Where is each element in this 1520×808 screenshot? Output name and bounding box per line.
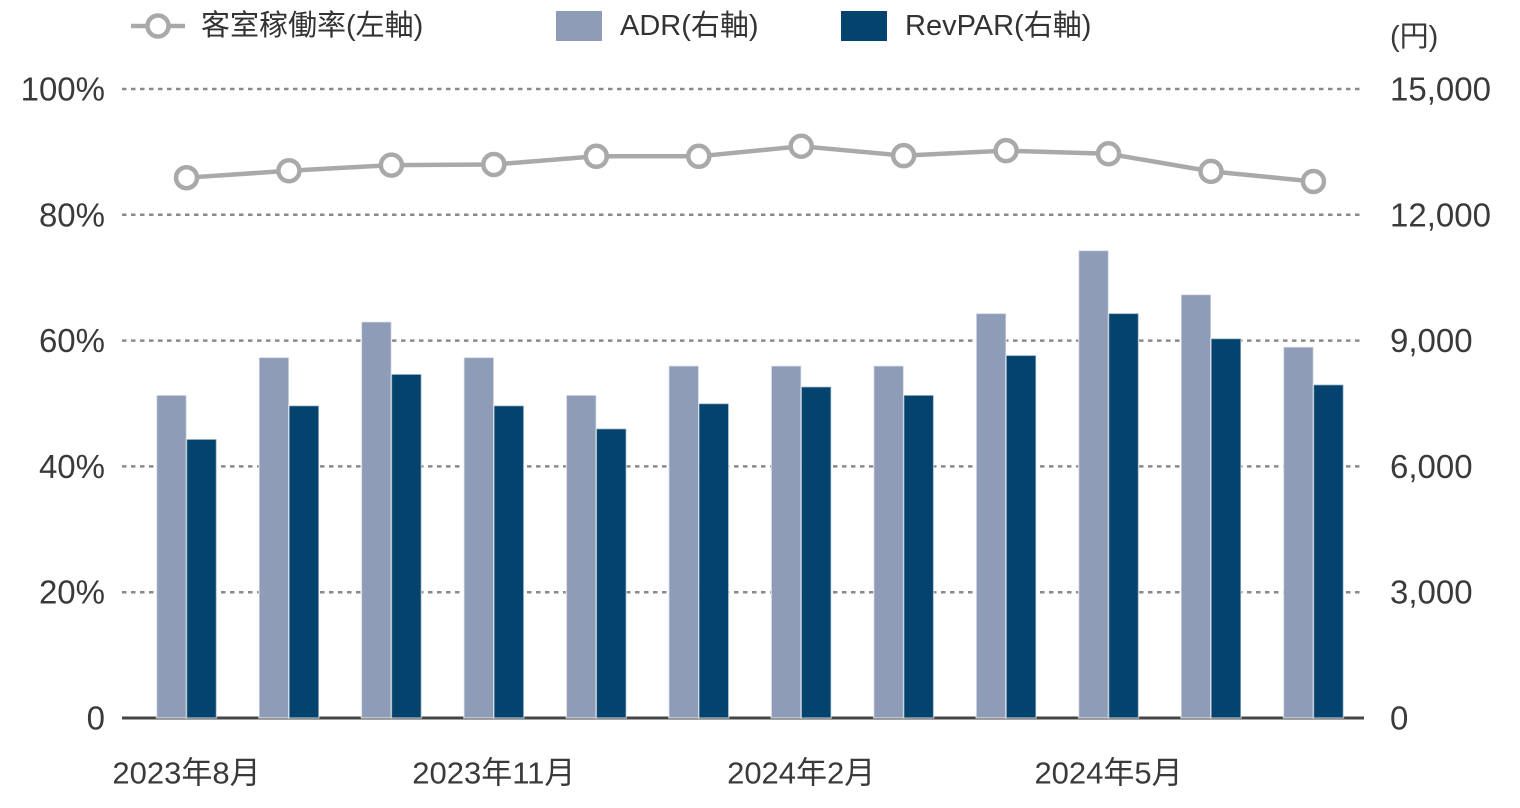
- y-tick-left: 100%: [21, 71, 105, 108]
- adr-bar: [463, 356, 495, 719]
- left-axis-ticks: 100% 80% 60% 40% 20% 0: [21, 71, 105, 737]
- legend-occupancy-label: 客室稼働率(左軸): [201, 9, 423, 42]
- adr-bar: [975, 312, 1007, 719]
- legend-item-occupancy: 客室稼働率(左軸): [131, 9, 423, 42]
- y-tick-left: 60%: [39, 322, 105, 359]
- occupancy-line: [186, 143, 1314, 184]
- revpar-swatch-icon: [841, 11, 887, 41]
- y-tick-right: 0: [1390, 700, 1408, 737]
- revpar-bar: [493, 404, 525, 719]
- adr-bar: [1077, 249, 1110, 719]
- legend-adr-label: ADR(右軸): [620, 9, 759, 42]
- adr-bar: [770, 365, 802, 719]
- adr-bar: [258, 356, 290, 719]
- adr-bar: [155, 394, 188, 719]
- x-tick-label: 2024年2月: [727, 756, 875, 791]
- gridlines-layer: [122, 87, 1364, 720]
- chart-legend: 客室稼働率(左軸) ADR(右軸) RevPAR(右軸): [131, 9, 1091, 42]
- legend-item-adr: ADR(右軸): [556, 9, 759, 42]
- revpar-bar: [390, 373, 423, 719]
- occupancy-line-layer: [173, 133, 1327, 195]
- y-tick-left: 0: [87, 700, 105, 737]
- revpar-bar: [902, 394, 935, 719]
- revpar-bar: [800, 385, 832, 719]
- y-tick-right: 6,000: [1390, 448, 1473, 485]
- revpar-bar: [698, 402, 730, 719]
- y-tick-right: 9,000: [1390, 322, 1473, 359]
- occupancy-marker: [481, 151, 507, 178]
- revpar-bar: [1312, 383, 1345, 719]
- adr-swatch-icon: [556, 11, 602, 41]
- y-tick-right: 12,000: [1390, 196, 1491, 233]
- x-axis-ticks: 2023年8月 2023年11月 2024年2月 2024年5月: [112, 756, 1182, 791]
- occupancy-marker: [1095, 141, 1122, 167]
- adr-bar: [668, 365, 700, 719]
- adr-bar: [872, 365, 905, 719]
- revpar-bar: [1005, 354, 1037, 719]
- occupancy-marker: [276, 158, 302, 184]
- y-tick-right: 15,000: [1390, 71, 1491, 108]
- occupancy-marker: [378, 152, 405, 178]
- y-tick-right: 3,000: [1390, 574, 1473, 611]
- legend-item-revpar: RevPAR(右軸): [841, 9, 1091, 42]
- right-axis-ticks: 15,000 12,000 9,000 6,000 3,000 0: [1390, 71, 1491, 737]
- revpar-bar: [185, 438, 218, 719]
- occupancy-marker: [583, 143, 610, 170]
- occupancy-marker: [890, 142, 917, 169]
- adr-bar: [1282, 346, 1315, 719]
- x-tick-label: 2024年5月: [1034, 756, 1182, 791]
- adr-bar: [565, 394, 598, 719]
- y-tick-left: 80%: [39, 196, 105, 233]
- x-tick-label: 2023年8月: [112, 756, 260, 791]
- adr-bar: [360, 320, 393, 719]
- occupancy-marker: [173, 164, 200, 191]
- right-axis-unit-label: (円): [1390, 21, 1438, 53]
- y-tick-left: 40%: [39, 448, 105, 485]
- occupancy-marker: [686, 143, 712, 170]
- legend-revpar-label: RevPAR(右軸): [905, 9, 1091, 42]
- revpar-bar: [595, 427, 628, 719]
- revpar-bar: [1210, 337, 1242, 719]
- revpar-bar: [1107, 312, 1140, 719]
- occupancy-marker: [1300, 168, 1327, 195]
- bars-layer: [155, 249, 1345, 719]
- adr-bar: [1180, 293, 1212, 719]
- revpar-bar: [288, 404, 320, 719]
- occupancy-marker-swatch-icon: [145, 13, 171, 39]
- occupancy-marker: [1198, 158, 1224, 185]
- occupancy-marker: [993, 137, 1019, 164]
- y-tick-left: 20%: [39, 574, 105, 611]
- x-tick-label: 2023年11月: [412, 756, 575, 791]
- occupancy-marker: [788, 133, 814, 159]
